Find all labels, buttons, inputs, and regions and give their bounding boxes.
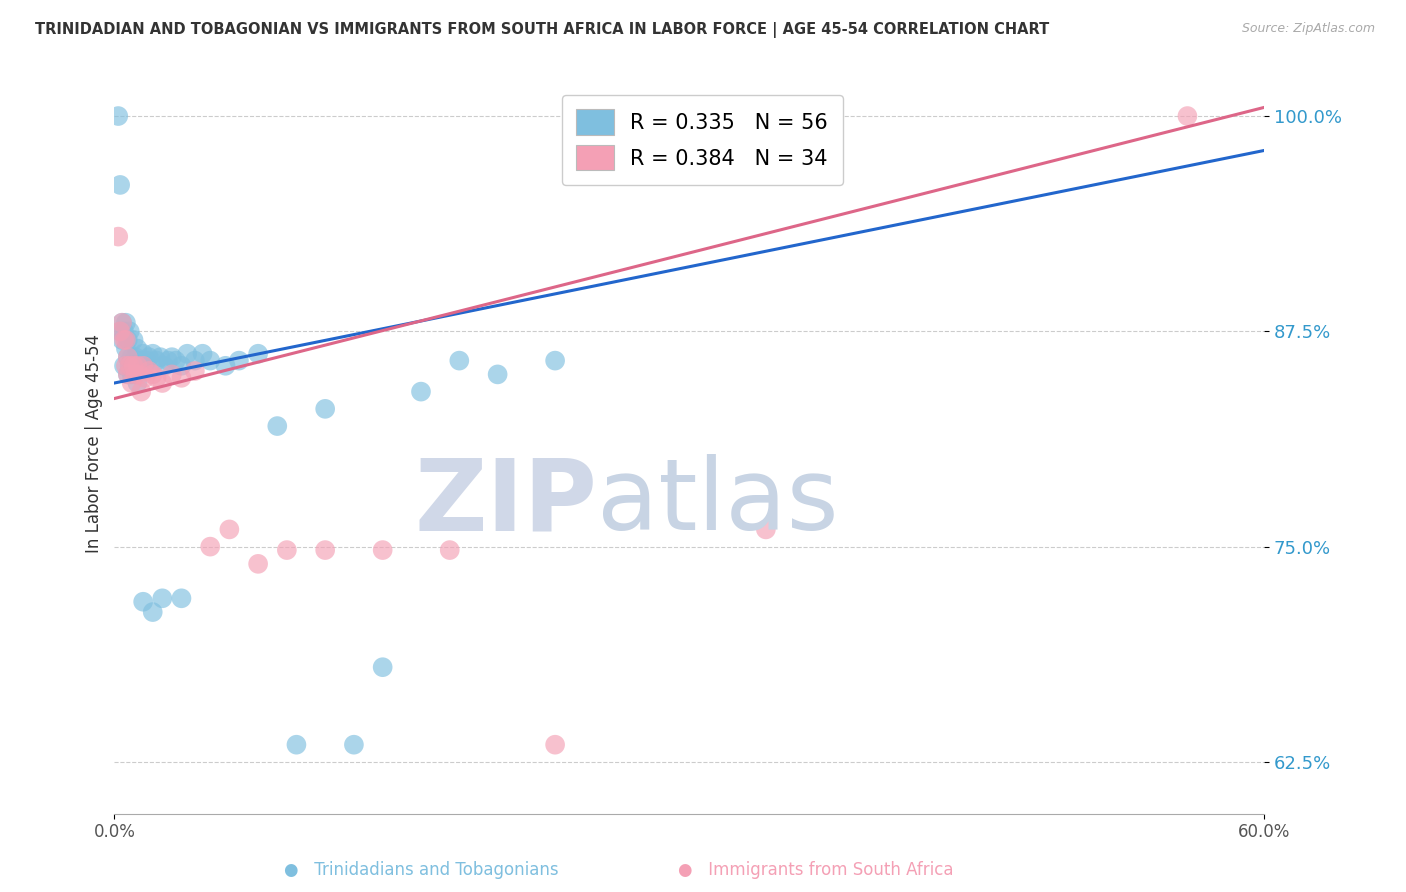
Point xyxy=(157,353,180,368)
Point xyxy=(118,359,141,373)
Point xyxy=(149,350,172,364)
Point xyxy=(117,333,139,347)
Point xyxy=(142,347,165,361)
Point xyxy=(127,359,149,373)
Point xyxy=(107,109,129,123)
Point xyxy=(122,333,145,347)
Point xyxy=(132,595,155,609)
Point xyxy=(218,523,240,537)
Point xyxy=(266,419,288,434)
Point xyxy=(170,591,193,606)
Point xyxy=(118,359,141,373)
Point xyxy=(108,324,131,338)
Point xyxy=(170,359,193,373)
Point xyxy=(343,738,366,752)
Point xyxy=(755,523,778,537)
Point xyxy=(145,371,167,385)
Point xyxy=(108,178,131,192)
Point xyxy=(124,350,146,364)
Point xyxy=(111,316,134,330)
Point xyxy=(112,324,135,338)
Y-axis label: In Labor Force | Age 45-54: In Labor Force | Age 45-54 xyxy=(86,334,103,553)
Point xyxy=(200,540,222,554)
Point xyxy=(1177,109,1199,123)
Point xyxy=(136,353,159,368)
Point xyxy=(165,353,187,368)
Point xyxy=(142,605,165,619)
Point xyxy=(184,353,207,368)
Point xyxy=(129,384,152,399)
Point xyxy=(117,368,139,382)
Point xyxy=(117,368,139,382)
Point xyxy=(153,359,176,373)
Point xyxy=(138,350,160,364)
Point xyxy=(112,333,135,347)
Point xyxy=(247,347,270,361)
Point xyxy=(111,316,134,330)
Point xyxy=(544,738,567,752)
Point xyxy=(128,359,150,373)
Point xyxy=(115,316,138,330)
Point xyxy=(121,350,143,364)
Point xyxy=(124,368,146,382)
Point xyxy=(124,368,146,382)
Point xyxy=(285,738,308,752)
Point xyxy=(122,359,145,373)
Point xyxy=(449,353,471,368)
Text: ●   Trinidadians and Tobagonians: ● Trinidadians and Tobagonians xyxy=(284,861,560,879)
Point xyxy=(314,401,336,416)
Point xyxy=(111,333,134,347)
Point xyxy=(132,347,155,361)
Point xyxy=(115,342,138,356)
Point xyxy=(191,347,214,361)
Point xyxy=(214,359,236,373)
Point xyxy=(108,324,131,338)
Point xyxy=(128,368,150,382)
Point xyxy=(160,368,183,382)
Point xyxy=(276,543,298,558)
Text: atlas: atlas xyxy=(598,454,839,551)
Point xyxy=(121,368,143,382)
Point xyxy=(132,359,155,373)
Point xyxy=(150,376,173,390)
Point xyxy=(134,359,156,373)
Point xyxy=(115,333,138,347)
Point xyxy=(134,371,156,385)
Point xyxy=(117,350,139,364)
Point xyxy=(371,543,394,558)
Point xyxy=(314,543,336,558)
Point xyxy=(371,660,394,674)
Point xyxy=(176,347,198,361)
Point xyxy=(150,591,173,606)
Point xyxy=(409,384,432,399)
Point xyxy=(129,353,152,368)
Point xyxy=(107,229,129,244)
Point xyxy=(117,350,139,364)
Point xyxy=(544,353,567,368)
Point xyxy=(115,359,138,373)
Point xyxy=(122,359,145,373)
Text: Source: ZipAtlas.com: Source: ZipAtlas.com xyxy=(1241,22,1375,36)
Point xyxy=(160,350,183,364)
Point xyxy=(118,324,141,338)
Point xyxy=(247,557,270,571)
Point xyxy=(486,368,509,382)
Point xyxy=(127,342,149,356)
Point xyxy=(142,368,165,382)
Point xyxy=(127,376,149,390)
Point xyxy=(112,359,135,373)
Point xyxy=(145,353,167,368)
Text: ●   Immigrants from South Africa: ● Immigrants from South Africa xyxy=(678,861,953,879)
Point xyxy=(228,353,250,368)
Point xyxy=(138,364,160,378)
Text: ZIP: ZIP xyxy=(415,454,598,551)
Point xyxy=(184,364,207,378)
Point xyxy=(439,543,461,558)
Point xyxy=(121,376,143,390)
Text: TRINIDADIAN AND TOBAGONIAN VS IMMIGRANTS FROM SOUTH AFRICA IN LABOR FORCE | AGE : TRINIDADIAN AND TOBAGONIAN VS IMMIGRANTS… xyxy=(35,22,1049,38)
Point xyxy=(170,371,193,385)
Legend: R = 0.335   N = 56, R = 0.384   N = 34: R = 0.335 N = 56, R = 0.384 N = 34 xyxy=(562,95,842,185)
Point xyxy=(200,353,222,368)
